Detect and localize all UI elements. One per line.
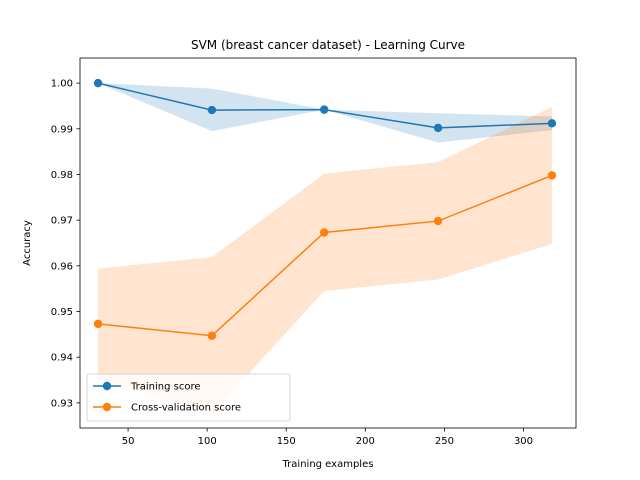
legend: Training score Cross-validation score bbox=[86, 373, 291, 422]
legend-box bbox=[86, 373, 291, 422]
y-tick-label-1: 0.94 bbox=[51, 353, 73, 364]
plot-area-frame bbox=[79, 57, 577, 429]
y-tick-label-5: 0.98 bbox=[51, 170, 73, 181]
y-tick-label-0: 0.93 bbox=[51, 398, 73, 409]
point-series-0-1 bbox=[207, 105, 217, 115]
point-series-1-2 bbox=[320, 228, 329, 237]
y-tick-label-4: 0.97 bbox=[51, 216, 73, 227]
x-tick-label-4: 250 bbox=[435, 436, 454, 447]
point-series-1-0 bbox=[93, 319, 103, 329]
chart-title: SVM (breast cancer dataset) - Learning C… bbox=[191, 38, 465, 52]
x-tick-label-1: 100 bbox=[198, 436, 217, 447]
x-tick-label-5: 300 bbox=[514, 436, 533, 447]
y-tick-label-7: 1.00 bbox=[51, 79, 73, 90]
legend-swatch-marker-0 bbox=[102, 381, 112, 391]
x-tick-label-3: 200 bbox=[356, 436, 375, 447]
point-series-1-3 bbox=[433, 216, 443, 226]
point-series-1-1 bbox=[207, 331, 217, 340]
point-series-1-4 bbox=[547, 171, 557, 180]
legend-swatch-marker-1 bbox=[102, 402, 112, 412]
y-tick-label-3: 0.96 bbox=[51, 261, 73, 272]
y-axis-ticks: 0.93 0.94 0.95 0.96 0.97 0.98 0.99 1.00 bbox=[51, 79, 80, 409]
legend-label-0: Training score bbox=[130, 382, 201, 393]
point-series-0-2 bbox=[320, 105, 329, 114]
x-tick-label-2: 150 bbox=[277, 436, 296, 447]
y-tick-label-2: 0.95 bbox=[51, 307, 73, 318]
point-series-0-3 bbox=[433, 123, 443, 133]
legend-label-1: Cross-validation score bbox=[131, 403, 241, 414]
x-tick-label-0: 50 bbox=[122, 436, 135, 447]
series-markers bbox=[93, 78, 557, 340]
y-tick-label-6: 0.99 bbox=[51, 124, 73, 135]
point-series-0-0 bbox=[93, 78, 103, 88]
x-axis-label: Training examples bbox=[282, 459, 374, 470]
x-axis-ticks: 50 100 150 200 250 300 bbox=[122, 428, 533, 447]
y-axis-label: Accuracy bbox=[22, 220, 33, 266]
point-series-0-4 bbox=[547, 119, 557, 128]
